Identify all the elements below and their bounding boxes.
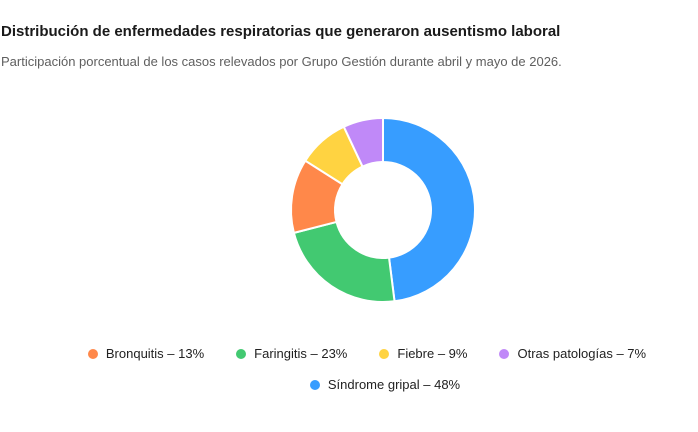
legend-item[interactable]: Otras patologías – 7% (499, 346, 646, 361)
legend-row-2: Síndrome gripal – 48% (0, 377, 698, 392)
legend-swatch (309, 379, 320, 390)
legend-swatch (87, 348, 98, 359)
legend-item[interactable]: Fiebre – 9% (379, 346, 467, 361)
slice-otras-patologías[interactable] (342, 116, 384, 168)
legend-swatch (499, 348, 510, 359)
legend-item[interactable]: Síndrome gripal – 48% (309, 377, 461, 392)
slice-síndrome-gripal[interactable] (382, 116, 476, 303)
chart-title: Distribución de enfermedades respiratori… (1, 23, 561, 40)
legend-label: Síndrome gripal – 48% (327, 377, 461, 392)
legend-item[interactable]: Faringitis – 23% (236, 346, 347, 361)
legend-label: Faringitis – 23% (254, 346, 348, 361)
donut-slices (290, 116, 476, 303)
legend-label: Fiebre – 9% (397, 346, 468, 361)
donut-chart (290, 116, 476, 303)
legend-label: Otras patologías – 7% (517, 346, 647, 361)
legend-row-1: Bronquitis – 13% Faringitis – 23% Fiebre –… (0, 346, 698, 361)
legend-label: Bronquitis – 13% (105, 346, 205, 361)
chart-subtitle: Participación porcentual de los casos re… (1, 54, 562, 69)
slice-faringitis[interactable] (292, 220, 396, 303)
legend-item[interactable]: Bronquitis – 13% (87, 346, 205, 361)
legend-swatch (379, 348, 390, 359)
legend-swatch (236, 348, 247, 359)
